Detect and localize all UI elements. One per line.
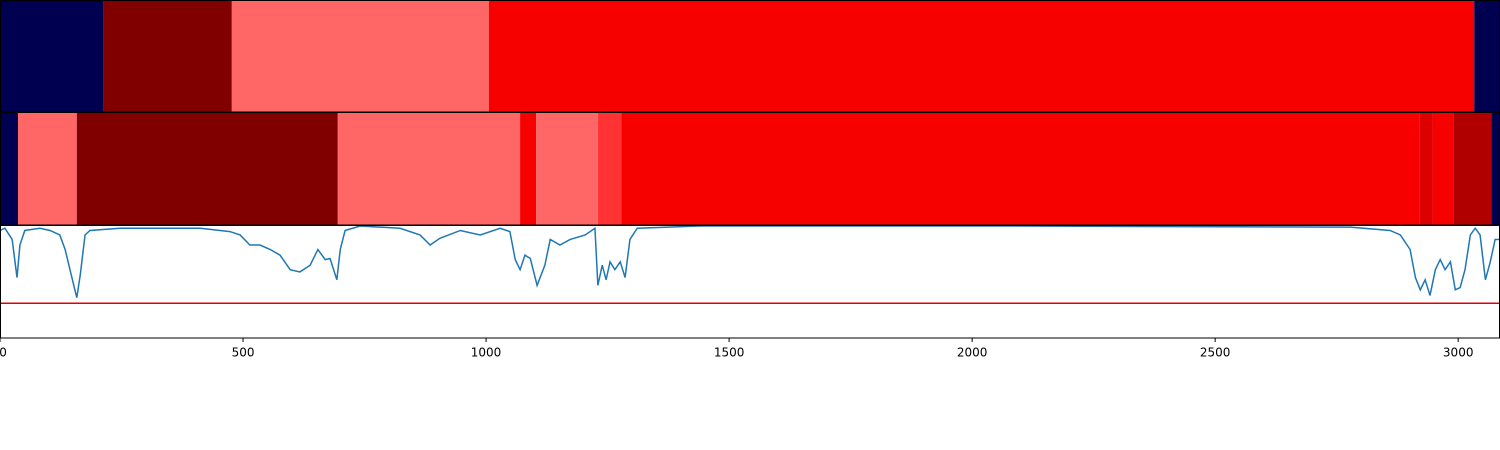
series-line xyxy=(0,225,1500,298)
x-tick-label: 2000 xyxy=(957,346,988,360)
panel-frame xyxy=(0,225,1500,339)
segment xyxy=(488,1,1475,112)
segment xyxy=(621,113,1420,225)
segment xyxy=(103,1,232,112)
x-tick-label: 2500 xyxy=(1200,346,1231,360)
segment xyxy=(0,113,18,225)
segment xyxy=(597,113,622,225)
segment xyxy=(0,1,104,112)
segment xyxy=(1432,113,1454,225)
segment xyxy=(231,1,489,112)
segment xyxy=(17,113,77,225)
x-tick-label: 3000 xyxy=(1443,346,1474,360)
x-tick-label: 1000 xyxy=(471,346,502,360)
segment xyxy=(1453,113,1492,225)
segment xyxy=(76,113,338,225)
segment xyxy=(1491,113,1500,225)
segment xyxy=(536,113,598,225)
segment xyxy=(520,113,537,225)
x-tick-label: 0 xyxy=(0,346,7,360)
segment xyxy=(337,113,521,225)
segment xyxy=(1474,1,1500,112)
x-tick-label: 1500 xyxy=(714,346,745,360)
segment xyxy=(1419,113,1433,225)
x-tick-label: 500 xyxy=(232,346,255,360)
